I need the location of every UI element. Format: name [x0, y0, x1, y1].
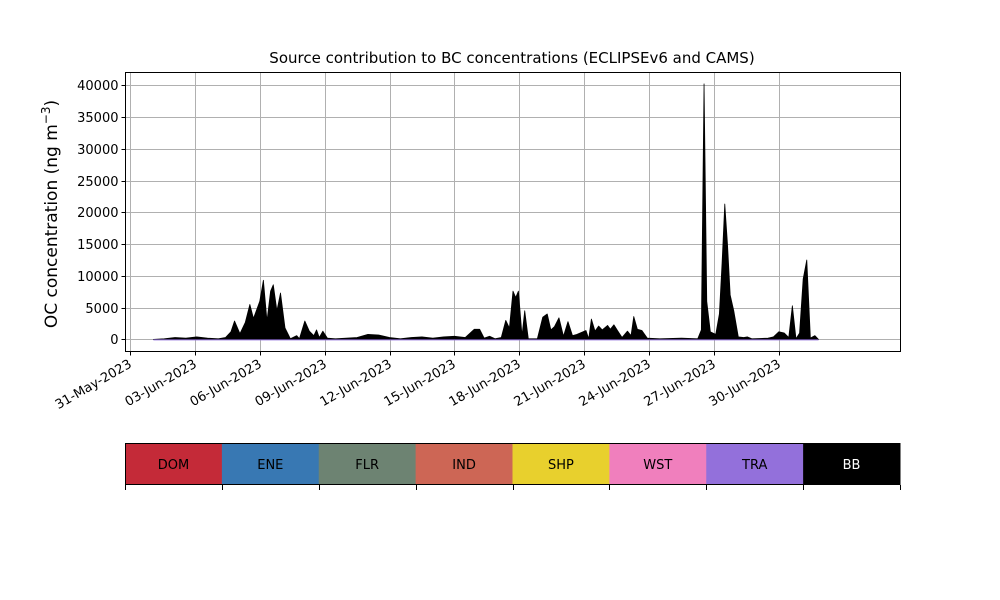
series-layer [153, 83, 819, 341]
legend-swatch-ind [415, 443, 513, 485]
legend-swatch-bb [803, 443, 901, 485]
legend-label-ind: IND [452, 458, 476, 473]
y-tick-label: 0 [110, 333, 118, 348]
series-area-bb [153, 83, 819, 340]
legend-swatch-ene [221, 443, 320, 485]
legend-label-wst: WST [643, 458, 672, 473]
legend-label-bb: BB [843, 458, 861, 473]
grid-lines [125, 72, 901, 352]
y-tick-label: 25000 [77, 175, 118, 190]
legend-frame [125, 443, 900, 485]
y-tick-label: 30000 [77, 143, 118, 158]
legend-swatch-dom [125, 443, 223, 485]
legend-label-tra: TRA [741, 458, 767, 473]
y-tick-label: 40000 [77, 79, 118, 94]
legend-swatch-wst [609, 443, 707, 485]
legend-label-ene: ENE [257, 458, 283, 473]
y-axis: 0 5000 10000 15000 20000 25000 30000 35000 40000 [77, 79, 126, 348]
y-tick-label: 5000 [85, 302, 118, 317]
y-tick-label: 10000 [77, 270, 118, 285]
legend-label-flr: FLR [355, 458, 379, 473]
chart-title: Source contribution to BC concentrations… [269, 49, 754, 67]
y-axis-label-superscript: −3 [39, 106, 53, 124]
y-axis-label-main: OC concentration (ng m [42, 124, 62, 328]
legend-swatch-shp [512, 443, 610, 485]
legend-colorbar: DOM ENE FLR IND SHP WST TRA BB [125, 443, 901, 490]
y-axis-label-close: ) [42, 100, 62, 107]
legend-label-shp: SHP [548, 458, 574, 473]
y-tick-label: 35000 [77, 111, 118, 126]
y-tick-label: 15000 [77, 238, 118, 253]
legend-label-dom: DOM [158, 458, 189, 473]
legend-swatch-tra [706, 443, 804, 485]
y-axis-label: OC concentration (ng m−3) [39, 100, 62, 328]
legend-swatch-flr [318, 443, 417, 485]
y-tick-label: 20000 [77, 206, 118, 221]
